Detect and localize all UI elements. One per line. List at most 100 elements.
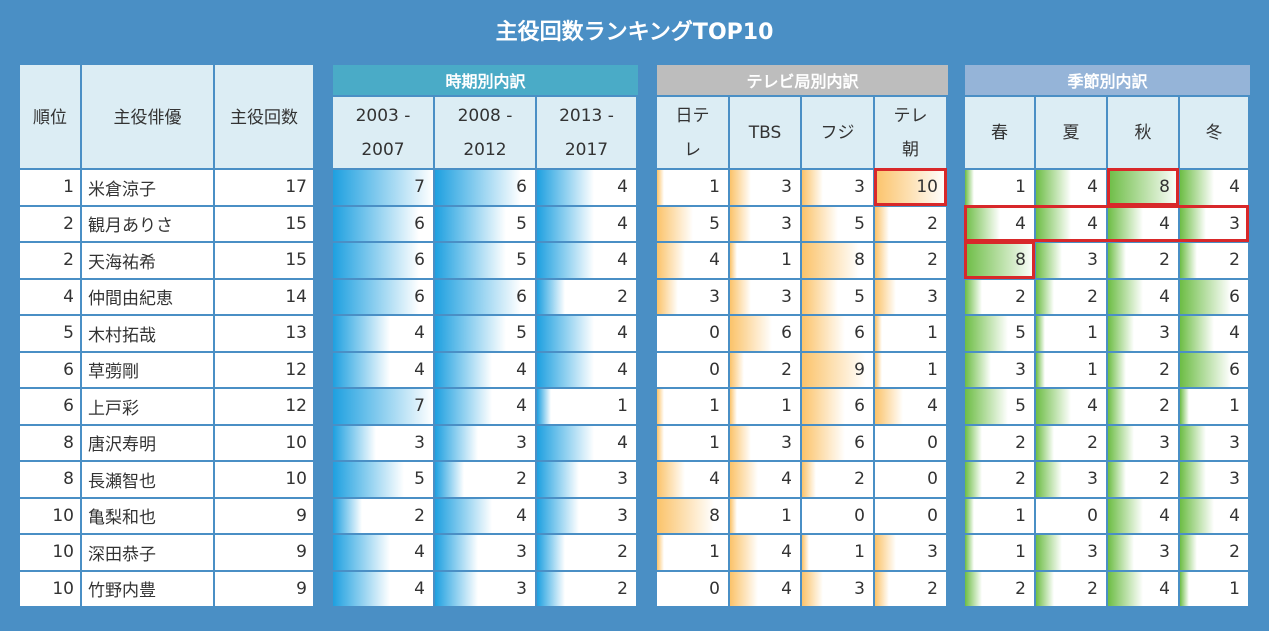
cell: 4 [20,279,80,314]
cell-value: 5 [414,469,425,490]
cell-value: 1 [709,432,720,453]
cell: 4 [333,352,433,387]
cell: 6 [20,389,80,424]
data-bar [1180,279,1231,314]
cell: 2 [435,462,535,497]
data-bar [1180,243,1197,278]
data-bar [333,206,419,241]
cell-value: 4 [617,432,628,453]
data-bar [965,170,974,205]
cell: 3 [1180,462,1248,497]
data-bar [965,462,983,497]
cell-value: 1 [709,542,720,563]
cell-value: 2 [1015,286,1026,307]
data-bar [965,243,1034,278]
cell-value: 3 [617,469,628,490]
cell-value: 5 [1015,396,1026,417]
cell-value: 4 [781,542,792,563]
cell: 5 [965,316,1034,351]
cell-value: 5 [1015,323,1026,344]
data-bar [965,352,991,387]
cell: 6 [20,352,80,387]
cell: 10 [20,571,80,606]
data-bar [730,425,751,460]
highlight-box [964,241,1035,279]
cell: 10 [215,462,313,497]
cell: 4 [537,243,636,278]
cell-value: 0 [709,359,720,380]
cell: 2 [1108,243,1178,278]
cell-value: 4 [414,578,425,599]
cell: 1 [1180,389,1248,424]
cell-value: 4 [1159,286,1170,307]
data-bar [537,352,594,387]
data-bar [435,279,521,314]
sub-header: 春 [965,97,1034,168]
cell: 4 [333,571,433,606]
data-bar [802,206,838,241]
cell: 1 [1036,316,1106,351]
cell: 5 [657,206,728,241]
cell: 2 [730,352,800,387]
cell-value: 0 [854,505,865,526]
cell: 0 [1036,498,1106,533]
cell: 3 [730,206,800,241]
cell-value: 4 [709,469,720,490]
cell: 1 [965,535,1034,570]
cell: 4 [875,389,946,424]
cell: 4 [1036,206,1106,241]
data-bar [802,535,810,570]
sub-header: 夏 [1036,97,1106,168]
cell-value: 8 [1015,250,1026,271]
data-bar [1036,316,1045,351]
data-bar [802,462,817,497]
cell: 3 [537,498,636,533]
data-bar [657,279,679,314]
data-bar [1108,462,1126,497]
sub-header: 2013 - 2017 [537,97,636,168]
cell: 13 [215,316,313,351]
cell: 0 [657,316,728,351]
cell: 1 [965,498,1034,533]
cell-value: 3 [781,177,792,198]
cell: 5 [435,206,535,241]
cell-value: 10 [916,177,938,198]
data-bar [537,206,594,241]
cell: 1 [802,535,873,570]
cell-value: 3 [1159,542,1170,563]
cell: 3 [1108,425,1178,460]
data-bar [730,279,751,314]
cell: 5 [333,462,433,497]
cell-value: 4 [1229,177,1240,198]
cell: 5 [802,206,873,241]
data-bar [537,389,552,424]
cell: 2 [1036,571,1106,606]
cell-value: 3 [854,578,865,599]
data-bar [1108,279,1143,314]
cell-value: 4 [1015,213,1026,234]
data-bar [1108,352,1126,387]
cell: 2 [537,535,636,570]
cell: 0 [657,352,728,387]
cell: 上戸彩 [82,389,213,424]
cell: 1 [730,389,800,424]
cell-value: 2 [1229,250,1240,271]
data-bar [657,535,665,570]
cell-value: 5 [516,323,527,344]
data-bar [802,425,845,460]
cell: 1 [875,352,946,387]
cell: 3 [1108,316,1178,351]
cell: 9 [215,498,313,533]
cell-value: 1 [1229,578,1240,599]
cell: 4 [435,389,535,424]
cell: 3 [875,279,946,314]
cell-value: 3 [617,505,628,526]
cell: 4 [1036,170,1106,205]
cell: 深田恭子 [82,535,213,570]
cell: 6 [730,316,800,351]
cell-value: 2 [927,213,938,234]
data-bar [802,571,824,606]
sub-header: TBS [730,97,800,168]
data-bar [802,279,838,314]
cell: 4 [1108,498,1178,533]
